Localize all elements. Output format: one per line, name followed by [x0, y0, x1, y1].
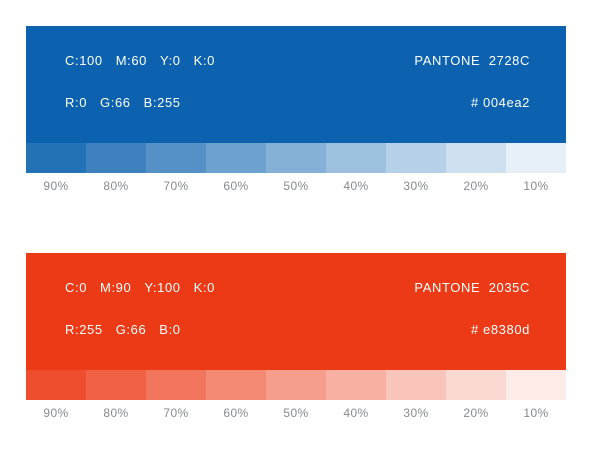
cmyk-c-value: C:0	[65, 280, 88, 295]
tint-strip	[26, 370, 566, 400]
pantone-code: PANTONE 2728C	[414, 53, 530, 68]
tint-cell-90	[26, 370, 86, 400]
tint-percent-label: 90%	[43, 406, 69, 420]
rgb-r-value: R:255	[65, 322, 103, 337]
tint-cell-50	[266, 370, 326, 400]
cmyk-k-value: K:0	[193, 53, 215, 68]
color-spec-sheet: C:100 M:60 Y:0 K:0 PANTONE 2728C R:0 G:6…	[26, 26, 566, 420]
tint-percent-label: 60%	[223, 406, 249, 420]
cmyk-pantone-row: C:0 M:90 Y:100 K:0 PANTONE 2035C	[65, 280, 530, 295]
color-card-pantone-2728c: C:100 M:60 Y:0 K:0 PANTONE 2728C R:0 G:6…	[26, 26, 566, 193]
rgb-hex-row: R:0 G:66 B:255 # 004ea2	[65, 95, 530, 110]
color-card-pantone-2035c: C:0 M:90 Y:100 K:0 PANTONE 2035C R:255 G…	[26, 253, 566, 420]
hex-code: # 004ea2	[470, 95, 530, 110]
tint-cell-80	[86, 143, 146, 173]
cmyk-m-value: M:60	[115, 53, 148, 68]
rgb-values: R:255 G:66 B:0	[65, 322, 181, 337]
tint-percent-label: 10%	[523, 406, 549, 420]
cmyk-c-value: C:100	[65, 53, 103, 68]
tint-cell-70	[146, 143, 206, 173]
tint-percent-label: 90%	[43, 179, 69, 193]
tint-percent-label: 80%	[103, 179, 129, 193]
cmyk-k-value: K:0	[193, 280, 215, 295]
tint-cell-10	[506, 143, 566, 173]
tint-percent-label: 20%	[463, 406, 489, 420]
tint-percent-label: 10%	[523, 179, 549, 193]
rgb-b-value: B:255	[143, 95, 181, 110]
cmyk-y-value: Y:0	[160, 53, 181, 68]
tint-cell-40	[326, 143, 386, 173]
tint-cell-60	[206, 370, 266, 400]
tint-percent-label: 30%	[403, 406, 429, 420]
tint-percent-label: 70%	[163, 179, 189, 193]
tint-percent-label: 30%	[403, 179, 429, 193]
tint-percent-label: 60%	[223, 179, 249, 193]
tint-percent-label: 40%	[343, 406, 369, 420]
tint-cell-80	[86, 370, 146, 400]
tint-percent-label: 50%	[283, 406, 309, 420]
hex-code: # e8380d	[470, 322, 530, 337]
tint-percent-label: 50%	[283, 179, 309, 193]
tint-strip	[26, 143, 566, 173]
pantone-code: PANTONE 2035C	[414, 280, 530, 295]
tint-cell-90	[26, 143, 86, 173]
tint-cell-70	[146, 370, 206, 400]
rgb-g-value: G:66	[100, 95, 131, 110]
tint-cell-60	[206, 143, 266, 173]
rgb-hex-row: R:255 G:66 B:0 # e8380d	[65, 322, 530, 337]
red-swatch-main: C:0 M:90 Y:100 K:0 PANTONE 2035C R:255 G…	[26, 253, 566, 370]
tint-percent-labels: 90% 80% 70% 60% 50% 40% 30% 20% 10%	[26, 179, 566, 193]
cmyk-values: C:0 M:90 Y:100 K:0	[65, 280, 215, 295]
tint-percent-label: 20%	[463, 179, 489, 193]
tint-cell-30	[386, 143, 446, 173]
cmyk-y-value: Y:100	[144, 280, 181, 295]
tint-cell-20	[446, 370, 506, 400]
tint-percent-label: 70%	[163, 406, 189, 420]
tint-cell-50	[266, 143, 326, 173]
tint-cell-10	[506, 370, 566, 400]
cmyk-values: C:100 M:60 Y:0 K:0	[65, 53, 215, 68]
cmyk-m-value: M:90	[100, 280, 132, 295]
rgb-values: R:0 G:66 B:255	[65, 95, 181, 110]
tint-percent-label: 40%	[343, 179, 369, 193]
tint-cell-40	[326, 370, 386, 400]
tint-percent-labels: 90% 80% 70% 60% 50% 40% 30% 20% 10%	[26, 406, 566, 420]
tint-cell-20	[446, 143, 506, 173]
blue-swatch-main: C:100 M:60 Y:0 K:0 PANTONE 2728C R:0 G:6…	[26, 26, 566, 143]
rgb-b-value: B:0	[159, 322, 181, 337]
rgb-r-value: R:0	[65, 95, 88, 110]
tint-percent-label: 80%	[103, 406, 129, 420]
tint-cell-30	[386, 370, 446, 400]
rgb-g-value: G:66	[115, 322, 147, 337]
cmyk-pantone-row: C:100 M:60 Y:0 K:0 PANTONE 2728C	[65, 53, 530, 68]
